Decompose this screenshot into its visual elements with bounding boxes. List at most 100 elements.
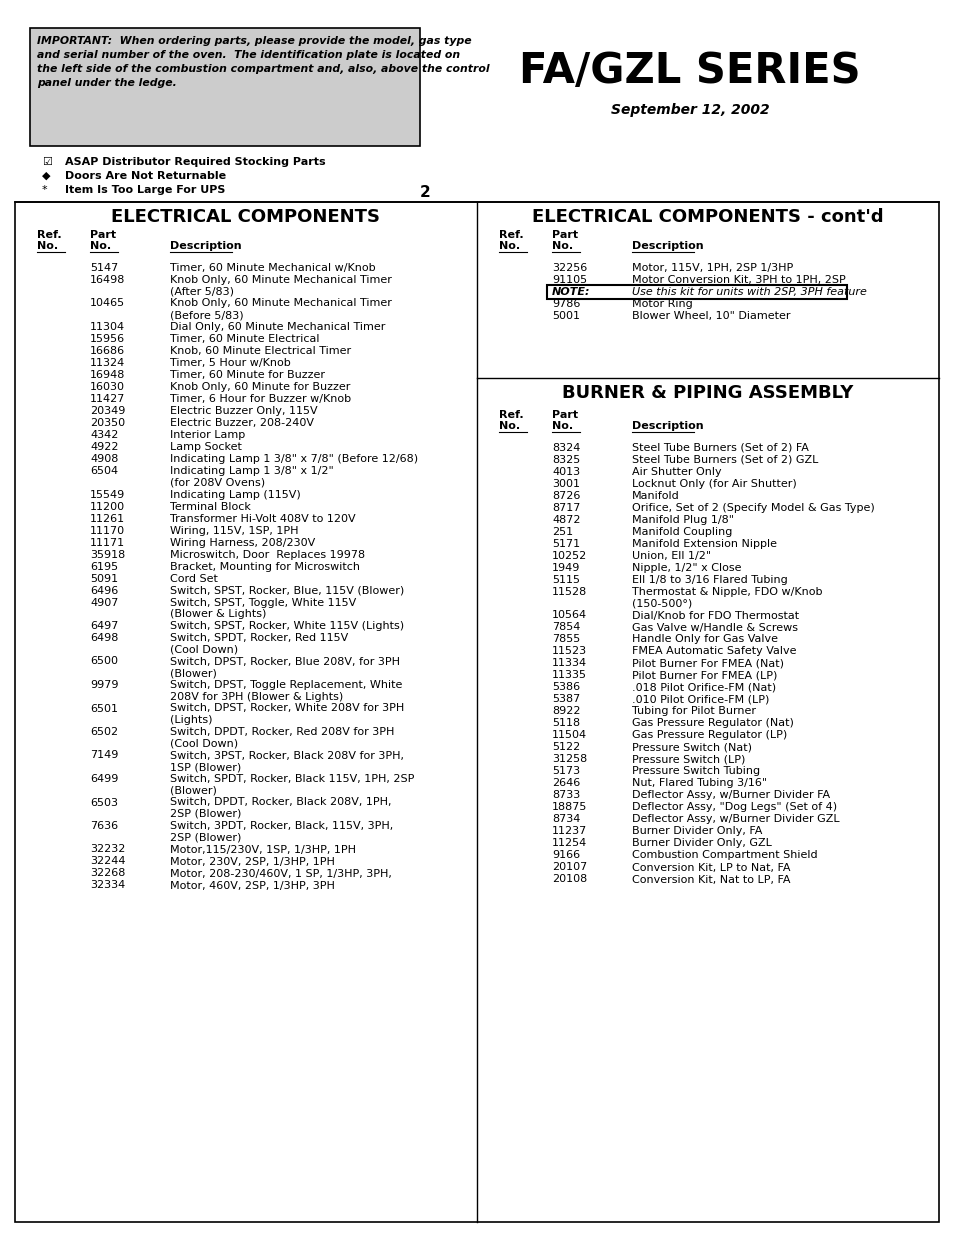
- Text: Air Shutter Only: Air Shutter Only: [631, 467, 720, 477]
- Text: Orifice, Set of 2 (Specify Model & Gas Type): Orifice, Set of 2 (Specify Model & Gas T…: [631, 503, 874, 513]
- Text: *: *: [42, 185, 48, 195]
- Text: Timer, 60 Minute Electrical: Timer, 60 Minute Electrical: [170, 333, 319, 345]
- Text: 11254: 11254: [552, 839, 587, 848]
- Text: 20349: 20349: [90, 406, 125, 416]
- Text: 5386: 5386: [552, 683, 579, 693]
- Text: Lamp Socket: Lamp Socket: [170, 442, 242, 452]
- Text: Conversion Kit, Nat to LP, FA: Conversion Kit, Nat to LP, FA: [631, 874, 790, 884]
- Text: (Blower): (Blower): [170, 785, 216, 795]
- Text: 11427: 11427: [90, 394, 125, 404]
- Text: 11171: 11171: [90, 537, 125, 547]
- Text: 208V for 3PH (Blower & Lights): 208V for 3PH (Blower & Lights): [170, 692, 343, 701]
- Text: 8733: 8733: [552, 790, 579, 800]
- Text: No.: No.: [498, 421, 519, 431]
- Text: 6497: 6497: [90, 621, 118, 631]
- Text: 31258: 31258: [552, 755, 587, 764]
- Text: 6195: 6195: [90, 562, 118, 572]
- Text: Indicating Lamp (115V): Indicating Lamp (115V): [170, 489, 300, 499]
- Bar: [30, 28, 419, 146]
- Text: 4922: 4922: [90, 442, 118, 452]
- Text: 11304: 11304: [90, 322, 125, 332]
- Text: 2: 2: [419, 185, 431, 200]
- Text: 10465: 10465: [90, 299, 125, 309]
- Text: 7855: 7855: [552, 635, 579, 645]
- Text: 11200: 11200: [90, 501, 125, 511]
- Text: Switch, SPST, Toggle, White 115V: Switch, SPST, Toggle, White 115V: [170, 598, 355, 608]
- Text: 6502: 6502: [90, 727, 118, 737]
- Text: 9979: 9979: [90, 680, 118, 690]
- Text: Switch, SPST, Rocker, Blue, 115V (Blower): Switch, SPST, Rocker, Blue, 115V (Blower…: [170, 585, 404, 595]
- Text: 32268: 32268: [90, 868, 125, 878]
- Text: 8717: 8717: [552, 503, 579, 513]
- Text: Ref.: Ref.: [498, 230, 523, 240]
- Text: ◆: ◆: [42, 170, 51, 182]
- Text: 7636: 7636: [90, 821, 118, 831]
- Text: 3001: 3001: [552, 479, 579, 489]
- Text: (After 5/83): (After 5/83): [170, 287, 233, 296]
- Text: ☑: ☑: [42, 157, 52, 167]
- Text: Microswitch, Door  Replaces 19978: Microswitch, Door Replaces 19978: [170, 550, 365, 559]
- Text: Manifold Plug 1/8": Manifold Plug 1/8": [631, 515, 733, 525]
- Text: 5173: 5173: [552, 767, 579, 777]
- Text: Knob, 60 Minute Electrical Timer: Knob, 60 Minute Electrical Timer: [170, 346, 351, 356]
- Text: 9166: 9166: [552, 851, 579, 861]
- Text: 11261: 11261: [90, 514, 125, 524]
- Text: 6499: 6499: [90, 774, 118, 784]
- Text: 32256: 32256: [552, 263, 587, 273]
- Text: Manifold Coupling: Manifold Coupling: [631, 527, 732, 537]
- Text: Cord Set: Cord Set: [170, 573, 217, 583]
- Text: Tubing for Pilot Burner: Tubing for Pilot Burner: [631, 706, 755, 716]
- Text: Motor,115/230V, 1SP, 1/3HP, 1PH: Motor,115/230V, 1SP, 1/3HP, 1PH: [170, 845, 355, 855]
- Text: No.: No.: [498, 241, 519, 251]
- Text: Knob Only, 60 Minute for Buzzer: Knob Only, 60 Minute for Buzzer: [170, 382, 350, 391]
- Text: Switch, SPST, Rocker, White 115V (Lights): Switch, SPST, Rocker, White 115V (Lights…: [170, 621, 404, 631]
- Text: Description: Description: [631, 421, 703, 431]
- Text: 2SP (Blower): 2SP (Blower): [170, 832, 241, 842]
- Text: Locknut Only (for Air Shutter): Locknut Only (for Air Shutter): [631, 479, 796, 489]
- Text: Knob Only, 60 Minute Mechanical Timer: Knob Only, 60 Minute Mechanical Timer: [170, 275, 392, 285]
- Text: Conversion Kit, LP to Nat, FA: Conversion Kit, LP to Nat, FA: [631, 862, 790, 872]
- Text: Dial Only, 60 Minute Mechanical Timer: Dial Only, 60 Minute Mechanical Timer: [170, 322, 385, 332]
- Text: 5115: 5115: [552, 576, 579, 585]
- Text: Pressure Switch Tubing: Pressure Switch Tubing: [631, 767, 760, 777]
- Text: BURNER & PIPING ASSEMBLY: BURNER & PIPING ASSEMBLY: [561, 384, 853, 403]
- Text: Deflector Assy, w/Burner Divider FA: Deflector Assy, w/Burner Divider FA: [631, 790, 829, 800]
- Text: Motor Conversion Kit, 3PH to 1PH, 2SP: Motor Conversion Kit, 3PH to 1PH, 2SP: [631, 275, 845, 285]
- Text: 5122: 5122: [552, 742, 579, 752]
- Text: 10564: 10564: [552, 610, 586, 620]
- Text: Burner Divider Only, GZL: Burner Divider Only, GZL: [631, 839, 771, 848]
- Text: No.: No.: [90, 241, 111, 251]
- Text: 4872: 4872: [552, 515, 579, 525]
- Text: FA/GZL SERIES: FA/GZL SERIES: [518, 49, 860, 91]
- Text: 4908: 4908: [90, 454, 118, 464]
- Text: Switch, SPDT, Rocker, Red 115V: Switch, SPDT, Rocker, Red 115V: [170, 634, 348, 643]
- Text: 15549: 15549: [90, 489, 125, 499]
- Text: Wiring, 115V, 1SP, 1PH: Wiring, 115V, 1SP, 1PH: [170, 526, 298, 536]
- Text: Indicating Lamp 1 3/8" x 7/8" (Before 12/68): Indicating Lamp 1 3/8" x 7/8" (Before 12…: [170, 454, 417, 464]
- Text: Knob Only, 60 Minute Mechanical Timer: Knob Only, 60 Minute Mechanical Timer: [170, 299, 392, 309]
- Text: No.: No.: [552, 421, 573, 431]
- Text: Union, Ell 1/2": Union, Ell 1/2": [631, 551, 710, 561]
- Text: 8922: 8922: [552, 706, 579, 716]
- Text: 8325: 8325: [552, 454, 579, 466]
- Text: Steel Tube Burners (Set of 2) GZL: Steel Tube Burners (Set of 2) GZL: [631, 454, 818, 466]
- Text: Indicating Lamp 1 3/8" x 1/2": Indicating Lamp 1 3/8" x 1/2": [170, 466, 334, 475]
- Text: 35918: 35918: [90, 550, 125, 559]
- Text: 6504: 6504: [90, 466, 118, 475]
- Text: Pilot Burner For FMEA (LP): Pilot Burner For FMEA (LP): [631, 671, 777, 680]
- Text: 20350: 20350: [90, 417, 125, 429]
- Text: Switch, 3PDT, Rocker, Black, 115V, 3PH,: Switch, 3PDT, Rocker, Black, 115V, 3PH,: [170, 821, 393, 831]
- Text: Use this kit for units with 2SP, 3PH feature: Use this kit for units with 2SP, 3PH fea…: [631, 287, 866, 296]
- Text: 9786: 9786: [552, 299, 579, 309]
- Text: Interior Lamp: Interior Lamp: [170, 430, 245, 440]
- Text: (Blower): (Blower): [170, 668, 216, 678]
- Text: Bracket, Mounting for Microswitch: Bracket, Mounting for Microswitch: [170, 562, 359, 572]
- Text: Handle Only for Gas Valve: Handle Only for Gas Valve: [631, 635, 778, 645]
- Text: .018 Pilot Orifice-FM (Nat): .018 Pilot Orifice-FM (Nat): [631, 683, 776, 693]
- Text: 8726: 8726: [552, 492, 579, 501]
- Text: 10252: 10252: [552, 551, 587, 561]
- Text: Steel Tube Burners (Set of 2) FA: Steel Tube Burners (Set of 2) FA: [631, 443, 808, 453]
- Text: 32334: 32334: [90, 881, 125, 890]
- Text: Motor, 460V, 2SP, 1/3HP, 3PH: Motor, 460V, 2SP, 1/3HP, 3PH: [170, 881, 335, 890]
- Text: Transformer Hi-Volt 408V to 120V: Transformer Hi-Volt 408V to 120V: [170, 514, 355, 524]
